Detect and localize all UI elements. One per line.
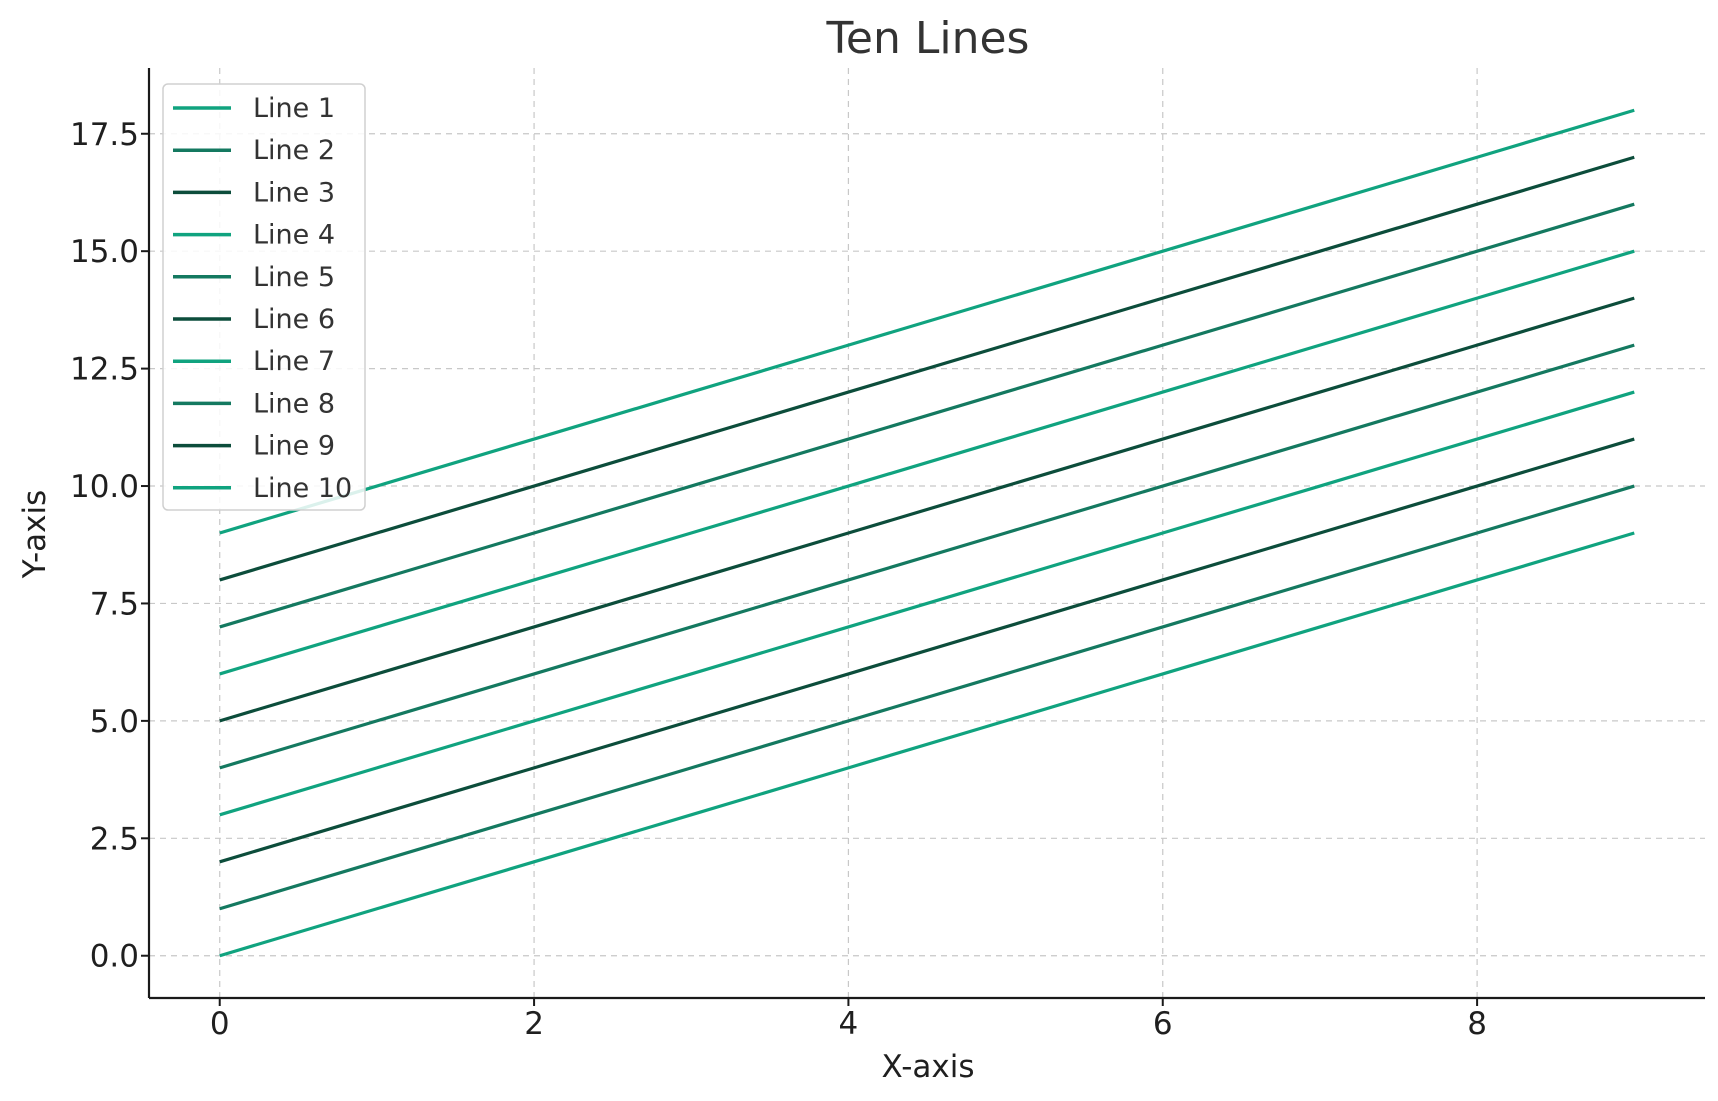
legend-label: Line 8 xyxy=(253,388,335,419)
series-line-5 xyxy=(219,343,1635,770)
legend-label: Line 2 xyxy=(253,135,335,166)
x-tick-label: 8 xyxy=(1467,1006,1487,1042)
series-line-8 xyxy=(219,484,1635,911)
legend-label: Line 5 xyxy=(253,262,335,293)
x-tick-label: 0 xyxy=(210,1006,230,1042)
legend: Line 1 Line 2 Line 3 Line 4 Line 5 Line 6 Line… xyxy=(162,83,366,511)
legend-label: Line 6 xyxy=(253,304,335,335)
series-lines xyxy=(219,108,1635,958)
y-axis-label: Y-axis xyxy=(17,490,53,580)
series-line-2 xyxy=(219,202,1635,629)
legend-label: Line 3 xyxy=(253,177,335,208)
y-tick-label: 10.0 xyxy=(70,469,139,505)
axes xyxy=(141,68,1705,1006)
legend-label: Line 9 xyxy=(253,431,335,462)
x-axis-label: X-axis xyxy=(882,1049,975,1085)
legend-label: Line 1 xyxy=(253,93,335,124)
x-tick-label: 4 xyxy=(839,1006,859,1042)
y-tick-label: 15.0 xyxy=(70,234,139,270)
y-tick-label: 2.5 xyxy=(90,821,139,857)
series-line-3 xyxy=(219,155,1635,582)
legend-label: Line 4 xyxy=(253,220,335,251)
series-line-6 xyxy=(219,296,1635,723)
legend-label: Line 7 xyxy=(253,346,335,377)
y-tick-label: 17.5 xyxy=(70,117,139,153)
series-line-10 xyxy=(219,531,1635,958)
y-tick-label: 7.5 xyxy=(90,586,139,622)
series-line-7 xyxy=(219,390,1635,817)
tick-labels: 0 2 4 6 8 0.0 2.5 5.0 7.5 10.0 12.5 15.0 17.5 xyxy=(70,117,1487,1042)
y-tick-label: 5.0 xyxy=(90,704,139,740)
series-line-1 xyxy=(219,108,1635,535)
series-line-4 xyxy=(219,249,1635,676)
x-tick-label: 2 xyxy=(524,1006,544,1042)
x-tick-label: 6 xyxy=(1153,1006,1173,1042)
series-line-9 xyxy=(219,437,1635,864)
legend-label: Line 10 xyxy=(253,473,352,504)
y-tick-label: 12.5 xyxy=(70,352,139,388)
y-tick-label: 0.0 xyxy=(90,939,139,975)
chart-title: Ten Lines xyxy=(826,13,1030,64)
